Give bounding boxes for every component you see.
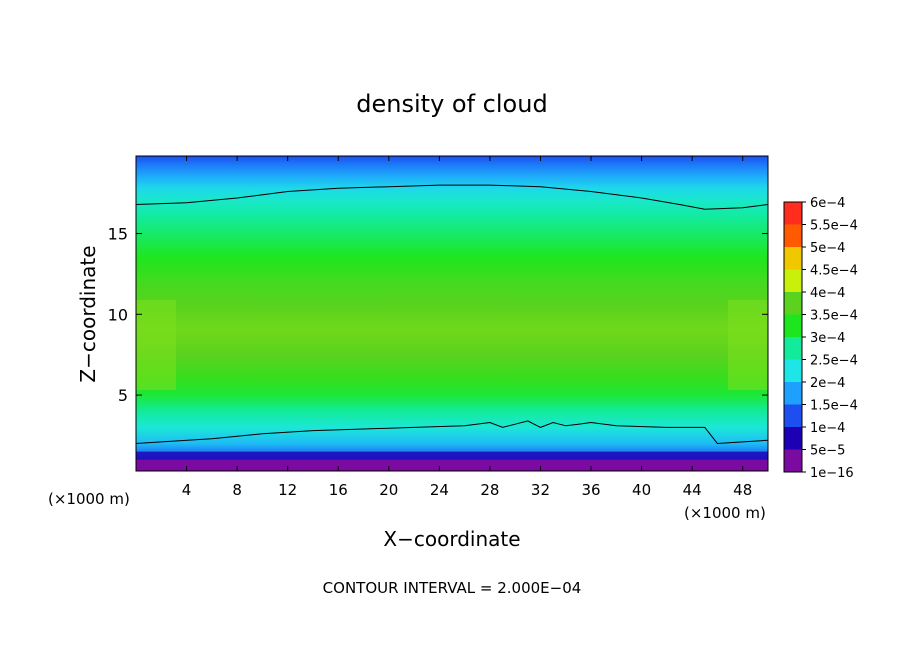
- plot-area: [136, 156, 768, 471]
- surface-transition: [136, 451, 768, 460]
- colorbar-label: 1.5e−4: [810, 399, 858, 414]
- left-green-patch: [136, 300, 176, 390]
- colorbar-label: 5.5e−4: [810, 219, 858, 234]
- x-tick-label: 8: [232, 481, 242, 499]
- surface-band: [136, 459, 768, 471]
- surface-layer: [136, 451, 768, 471]
- colorbar-label: 1e−4: [810, 421, 845, 436]
- colorbar-label: 4e−4: [810, 286, 845, 301]
- colorbar-swatch: [784, 292, 802, 315]
- x-tick-label: 20: [379, 481, 398, 499]
- y-tick-label: 5: [118, 386, 128, 405]
- y-axis-label: Z−coordinate: [76, 245, 100, 382]
- colorbar-swatch: [784, 202, 802, 225]
- colorbar-swatch: [784, 337, 802, 360]
- colorbar-label: 3e−4: [810, 331, 845, 346]
- contour-interval-note: CONTOUR INTERVAL = 2.000E−04: [323, 579, 582, 597]
- x-unit-left: (×1000 m): [48, 490, 130, 508]
- x-axis: 4 8 12 16 20 24 28 32 36 40 44 48: [182, 156, 752, 499]
- colorbar-label: 5e−5: [810, 444, 845, 459]
- x-axis-label: X−coordinate: [383, 527, 520, 551]
- x-tick-label: 48: [733, 481, 752, 499]
- x-unit-right: (×1000 m): [684, 504, 766, 522]
- x-tick-label: 24: [430, 481, 449, 499]
- colorbar: 1e−16 5e−5 1e−4 1.5e−4 2e−4 2.5e−4 3e−4 3.5e−4 4…: [783, 196, 858, 481]
- x-tick-label: 12: [278, 481, 297, 499]
- density-field: [136, 156, 768, 471]
- x-tick-label: 4: [182, 481, 192, 499]
- colorbar-label: 3.5e−4: [810, 309, 858, 324]
- chart-title: density of cloud: [356, 90, 547, 118]
- colorbar-swatch: [784, 314, 802, 337]
- colorbar-swatch: [784, 427, 802, 450]
- x-tick-label: 28: [480, 481, 499, 499]
- y-axis: 5 10 15: [108, 225, 768, 405]
- colorbar-label: 1e−16: [810, 466, 854, 481]
- colorbar-label: 5e−4: [810, 241, 845, 256]
- colorbar-swatch: [784, 359, 802, 382]
- y-tick-label: 15: [108, 225, 128, 244]
- x-tick-label: 16: [329, 481, 348, 499]
- colorbar-swatch: [784, 449, 802, 472]
- y-tick-label: 10: [108, 305, 128, 324]
- x-tick-label: 36: [581, 481, 600, 499]
- colorbar-label: 2e−4: [810, 376, 845, 391]
- colorbar-label: 4.5e−4: [810, 264, 858, 279]
- colorbar-swatch: [784, 224, 802, 247]
- colorbar-swatch: [784, 247, 802, 270]
- x-tick-label: 32: [531, 481, 550, 499]
- colorbar-swatch: [784, 404, 802, 427]
- x-tick-label: 40: [632, 481, 651, 499]
- contour-line-bottom: [136, 420, 768, 445]
- colorbar-swatch: [784, 382, 802, 405]
- contour-line-top: [136, 184, 768, 210]
- right-green-patch: [728, 300, 768, 390]
- x-tick-label: 44: [683, 481, 702, 499]
- colorbar-label: 2.5e−4: [810, 354, 858, 369]
- colorbar-swatch: [784, 269, 802, 292]
- colorbar-label: 6e−4: [810, 196, 845, 211]
- plot-frame: [135, 155, 769, 472]
